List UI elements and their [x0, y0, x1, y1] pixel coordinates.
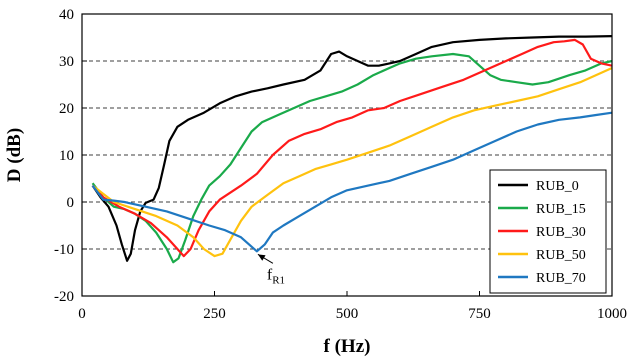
y-tick-label: -20	[54, 289, 74, 305]
series-line-rub-30	[91, 38, 613, 258]
annotation-fr1: fR1	[257, 253, 285, 286]
legend-label: RUB_15	[536, 202, 586, 217]
annotation-main-text: f	[267, 266, 273, 283]
x-tick-label: 0	[78, 306, 86, 322]
y-axis-title: D (dB)	[4, 128, 25, 182]
annotation-subscript: R1	[272, 274, 285, 286]
y-tick-label: -10	[54, 242, 74, 258]
x-axis-title: f (Hz)	[324, 336, 371, 357]
x-tick-label: 250	[203, 306, 226, 322]
y-tick-label: 10	[59, 148, 74, 164]
legend-label: RUB_0	[536, 179, 579, 194]
legend: RUB_0 RUB_15 RUB_30 RUB_50 RUB_70	[489, 169, 607, 294]
series-line-rub-50	[91, 66, 613, 258]
plot-frame	[81, 13, 613, 297]
legend-label: RUB_30	[536, 225, 586, 240]
y-tick-label: 40	[59, 7, 74, 23]
series-lines	[91, 35, 613, 264]
y-tick-label: 30	[59, 54, 74, 70]
x-tick-label: 1000	[597, 306, 627, 322]
annotation-arrowhead	[257, 254, 266, 261]
annotation-label: fR1	[267, 266, 285, 286]
legend-label: RUB_70	[536, 271, 586, 286]
legend-label: RUB_50	[536, 248, 586, 263]
x-tick-label: 750	[468, 306, 491, 322]
series-line-rub-70	[91, 111, 613, 253]
series-line-rub-15	[91, 52, 613, 264]
x-tick-label: 500	[336, 306, 359, 322]
y-tick-label: 20	[59, 101, 74, 117]
series-line-rub-0	[91, 35, 613, 262]
y-axis-ticks: -20 -10 0 10 20 30 40	[54, 7, 87, 305]
y-tick-label: 0	[67, 195, 75, 211]
x-axis-ticks: 0 250 500 750 1000	[78, 291, 627, 322]
